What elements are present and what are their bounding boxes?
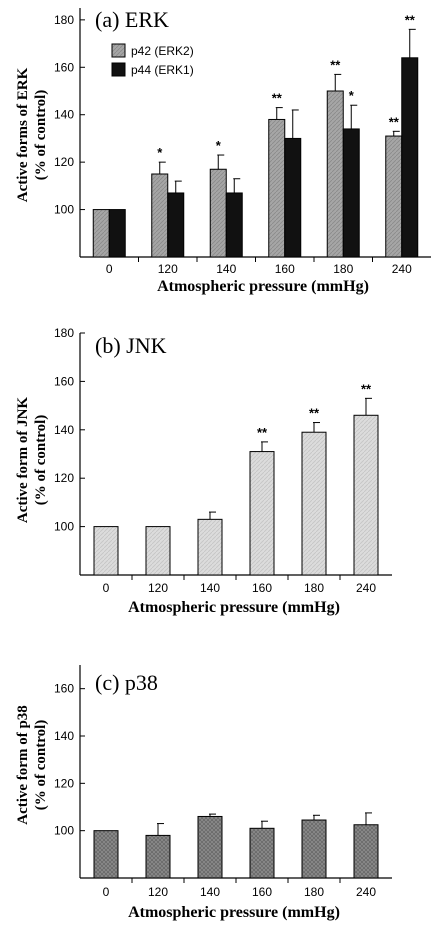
erk-x-tick-label: 240 [392, 262, 412, 276]
jnk-y-tick-label: 120 [54, 471, 74, 485]
erk-bar [209, 168, 227, 258]
erk-significance-mark: ** [405, 12, 416, 27]
jnk-y-tick-label: 180 [54, 326, 74, 340]
jnk-bar [249, 451, 275, 576]
erk-significance-mark: ** [272, 91, 283, 106]
erk-bar [92, 209, 110, 258]
p38-bar [93, 830, 119, 879]
jnk-bar [353, 414, 379, 576]
erk-bar [385, 135, 403, 258]
jnk-x-tick-label: 180 [304, 581, 324, 595]
erk-significance-mark: ** [330, 57, 341, 72]
erk-y-tick-label: 120 [54, 155, 74, 169]
erk-x-axis-title: Atmospheric pressure (mmHg) [157, 278, 369, 295]
erk-y-axis-title: Active forms of ERK [15, 67, 31, 202]
erk-bar [225, 192, 243, 258]
erk-bar [167, 192, 185, 258]
erk-y-axis-subtitle: (% of control) [33, 90, 49, 181]
erk-y-tick-label: 140 [54, 108, 74, 122]
jnk-bar [93, 526, 119, 576]
legend-swatch-p42 [111, 43, 126, 58]
jnk-bar [145, 526, 171, 576]
p38-x-tick-label: 160 [252, 885, 272, 899]
erk-x-tick-label: 160 [275, 262, 295, 276]
erk-x-tick-label: 180 [333, 262, 353, 276]
erk-y-tick-label: 180 [54, 13, 74, 27]
p38-panel-title: (c) p38 [95, 670, 158, 695]
erk-bar [342, 128, 360, 258]
p38-x-tick-label: 120 [148, 885, 168, 899]
erk-bar [108, 209, 126, 258]
p38-y-tick-label: 140 [54, 729, 74, 743]
erk-x-tick-label: 0 [106, 262, 113, 276]
jnk-x-tick-label: 0 [103, 581, 110, 595]
p38-bar [197, 815, 223, 879]
p38-y-tick-label: 160 [54, 682, 74, 696]
p38-x-axis-title: Atmospheric pressure (mmHg) [128, 904, 340, 921]
erk-x-tick-label: 140 [216, 262, 236, 276]
p38-panel: (c) p38 Active form of p38 (% of control… [15, 665, 392, 921]
jnk-bar [301, 431, 327, 576]
jnk-y-axis-title: Active form of JNK [15, 397, 31, 524]
p38-x-tick-label: 240 [356, 885, 376, 899]
jnk-panel: (b) JNK Active form of JNK (% of control… [15, 326, 392, 616]
erk-y-tick-label: 100 [54, 203, 74, 217]
erk-panel-title: (a) ERK [95, 7, 169, 32]
erk-x-tick-label: 120 [158, 262, 178, 276]
p38-y-tick-label: 120 [54, 776, 74, 790]
erk-bar [151, 173, 169, 258]
legend-label-p44: p44 (ERK1) [131, 63, 194, 77]
p38-x-tick-label: 180 [304, 885, 324, 899]
jnk-bar [197, 518, 223, 576]
jnk-x-tick-label: 120 [148, 581, 168, 595]
p38-y-axis-title: Active form of p38 [15, 705, 31, 825]
jnk-x-tick-label: 140 [200, 581, 220, 595]
erk-bar [268, 118, 286, 258]
erk-bar [326, 90, 344, 258]
jnk-x-tick-label: 160 [252, 581, 272, 595]
p38-bar [353, 824, 379, 879]
p38-bar [301, 819, 327, 879]
p38-y-tick-label: 100 [54, 824, 74, 838]
jnk-significance-mark: ** [309, 406, 320, 421]
jnk-x-tick-label: 240 [356, 581, 376, 595]
legend-swatch-p44 [111, 62, 126, 77]
erk-bar [284, 137, 302, 258]
p38-bar [145, 834, 171, 879]
erk-significance-mark: ** [389, 114, 400, 129]
jnk-significance-mark: ** [257, 425, 268, 440]
erk-significance-mark: * [216, 138, 222, 153]
p38-bar [249, 827, 275, 879]
p38-x-tick-label: 0 [103, 885, 110, 899]
p38-y-axis-subtitle: (% of control) [33, 720, 49, 811]
p38-x-tick-label: 140 [200, 885, 220, 899]
erk-bar [401, 57, 419, 258]
jnk-panel-title: (b) JNK [95, 333, 167, 358]
erk-panel: (a) ERK Active forms of ERK (% of contro… [15, 7, 431, 295]
legend-label-p42: p42 (ERK2) [131, 44, 194, 58]
erk-legend: p42 (ERK2) p44 (ERK1) [111, 43, 194, 77]
erk-y-tick-label: 160 [54, 60, 74, 74]
jnk-y-axis-subtitle: (% of control) [33, 415, 49, 506]
jnk-y-tick-label: 100 [54, 520, 74, 534]
erk-significance-mark: * [349, 88, 355, 103]
erk-significance-mark: * [157, 145, 163, 160]
jnk-significance-mark: ** [361, 381, 372, 396]
jnk-x-axis-title: Atmospheric pressure (mmHg) [128, 599, 340, 616]
jnk-y-tick-label: 160 [54, 374, 74, 388]
jnk-y-tick-label: 140 [54, 423, 74, 437]
